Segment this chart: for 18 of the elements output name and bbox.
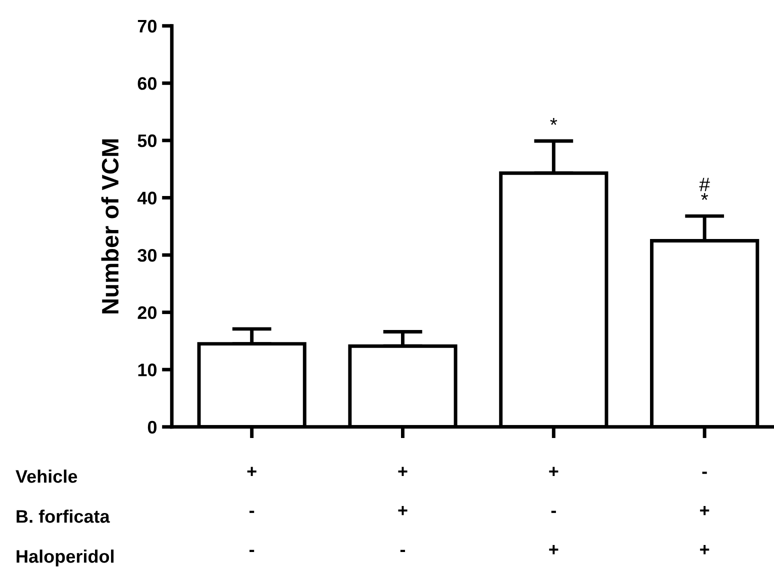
category-label: - + +	[700, 472, 710, 554]
text: B. forficata	[16, 510, 110, 523]
text: Vehicle	[16, 470, 78, 483]
annotation: *	[550, 118, 558, 125]
category-label: + - -	[247, 466, 256, 552]
annotation: # *	[699, 178, 710, 200]
y-tick-label: 20	[138, 306, 157, 320]
y-axis-title: Number of VCM	[101, 139, 119, 314]
y-tick-label: 40	[137, 192, 157, 204]
y-tick-label: 30	[138, 248, 157, 262]
y-tick-label: 10	[138, 364, 157, 376]
y-tick-label: 60	[138, 77, 157, 90]
y-tick-label: 70	[138, 20, 157, 33]
category-label: + + -	[398, 466, 408, 552]
y-tick-label: 0	[148, 420, 157, 434]
category-label: + - +	[549, 466, 558, 554]
y-tick-label: 50	[138, 134, 157, 148]
text: Haloperidol	[16, 550, 114, 566]
